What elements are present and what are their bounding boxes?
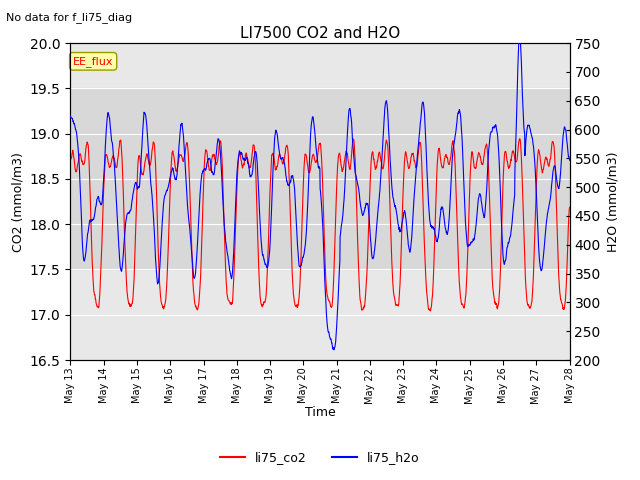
Legend: li75_co2, li75_h2o: li75_co2, li75_h2o (215, 446, 425, 469)
Y-axis label: H2O (mmol/m3): H2O (mmol/m3) (606, 151, 620, 252)
Text: No data for f_li75_diag: No data for f_li75_diag (6, 12, 132, 23)
Text: EE_flux: EE_flux (73, 56, 113, 67)
X-axis label: Time: Time (305, 406, 335, 420)
Y-axis label: CO2 (mmol/m3): CO2 (mmol/m3) (12, 152, 24, 252)
Bar (70, 88, 570, 269)
Title: LI7500 CO2 and H2O: LI7500 CO2 and H2O (240, 25, 400, 41)
